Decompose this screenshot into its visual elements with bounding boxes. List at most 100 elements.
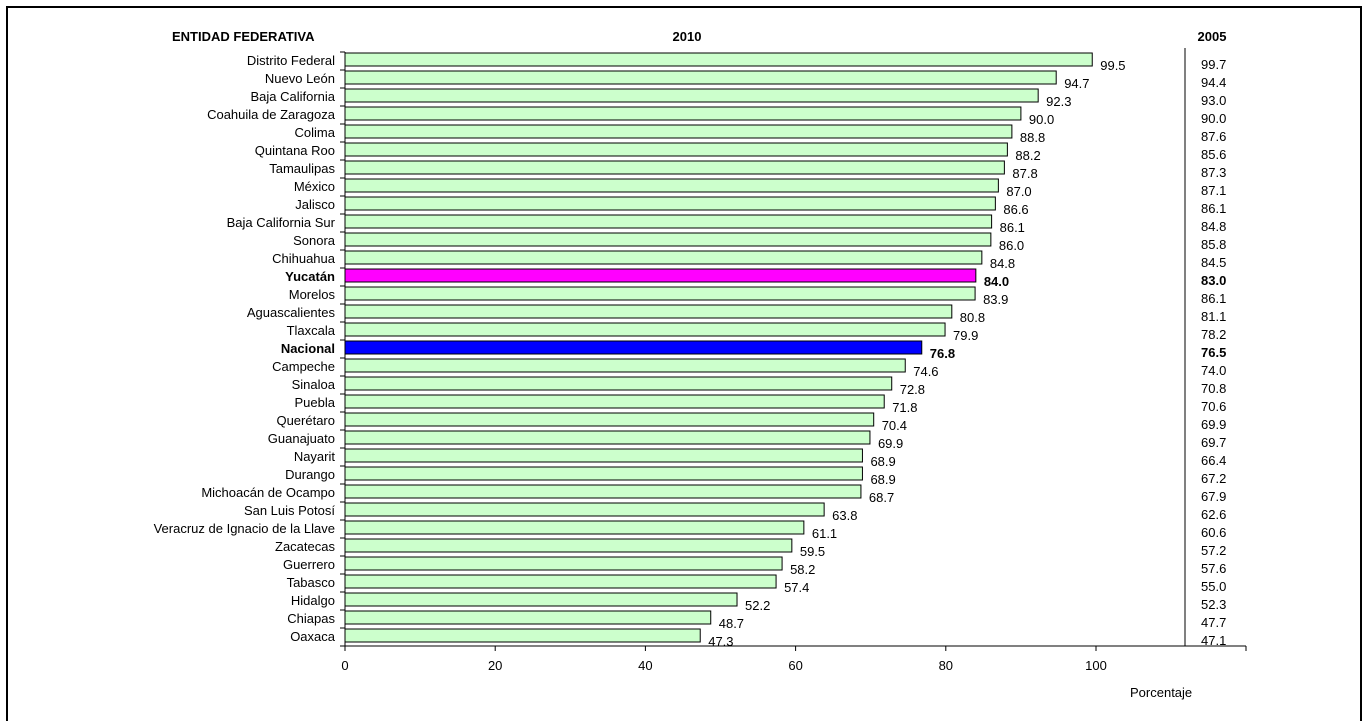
series-2005-header: 2005 — [1198, 29, 1227, 44]
category-label: Puebla — [295, 395, 336, 410]
category-label: Veracruz de Ignacio de la Llave — [154, 521, 335, 536]
data-label-2010: 58.2 — [790, 562, 815, 577]
value-2005: 66.4 — [1201, 453, 1226, 468]
data-label-2010: 52.2 — [745, 598, 770, 613]
category-label: Distrito Federal — [247, 53, 335, 68]
value-2005: 78.2 — [1201, 327, 1226, 342]
x-tick-label: 60 — [788, 658, 802, 673]
bar-2010 — [344, 412, 875, 427]
value-2005: 87.1 — [1201, 183, 1226, 198]
data-label-2010: 86.6 — [1003, 202, 1028, 217]
value-2005: 76.5 — [1201, 345, 1226, 360]
bar-2010 — [344, 502, 825, 517]
x-axis-title: Porcentaje — [1130, 685, 1192, 700]
category-label: Chiapas — [287, 611, 335, 626]
data-label-2010: 68.9 — [870, 454, 895, 469]
x-tick-label: 80 — [939, 658, 953, 673]
bar-2010 — [344, 106, 1022, 121]
value-2005: 90.0 — [1201, 111, 1226, 126]
bar-2010 — [344, 520, 805, 535]
data-label-2010: 74.6 — [913, 364, 938, 379]
category-label: Sonora — [293, 233, 336, 248]
category-label: Tabasco — [287, 575, 335, 590]
value-2005: 87.3 — [1201, 165, 1226, 180]
data-label-2010: 68.7 — [869, 490, 894, 505]
bar-2010 — [344, 430, 871, 445]
value-2005: 86.1 — [1201, 201, 1226, 216]
bar-2010 — [344, 70, 1057, 85]
bar-2010 — [344, 142, 1008, 157]
plot-area: 0 20 40 60 80 100 Distrito Federal 99.5 99.7 Nuev… — [154, 48, 1247, 673]
bar-2010 — [344, 340, 923, 355]
series-2010-header: 2010 — [673, 29, 702, 44]
category-label: Chihuahua — [272, 251, 336, 266]
value-2005: 70.8 — [1201, 381, 1226, 396]
value-2005: 57.6 — [1201, 561, 1226, 576]
value-2005: 69.7 — [1201, 435, 1226, 450]
category-label: Baja California Sur — [227, 215, 336, 230]
data-label-2010: 69.9 — [878, 436, 903, 451]
data-label-2010: 87.8 — [1012, 166, 1037, 181]
category-label: Baja California — [250, 89, 335, 104]
category-label: Nacional — [281, 341, 335, 356]
bar-2010 — [344, 574, 777, 589]
bar-2010 — [344, 304, 953, 319]
category-label: Jalisco — [295, 197, 335, 212]
bar-2010 — [344, 322, 946, 337]
data-label-2010: 48.7 — [719, 616, 744, 631]
x-tick-label: 20 — [488, 658, 502, 673]
value-2005: 86.1 — [1201, 291, 1226, 306]
category-label: Durango — [285, 467, 335, 482]
value-2005: 83.0 — [1201, 273, 1226, 288]
value-2005: 62.6 — [1201, 507, 1226, 522]
value-2005: 67.2 — [1201, 471, 1226, 486]
data-label-2010: 61.1 — [812, 526, 837, 541]
data-label-2010: 70.4 — [882, 418, 907, 433]
bar-2010 — [344, 484, 862, 499]
bar-2010 — [344, 160, 1005, 175]
data-label-2010: 76.8 — [930, 346, 955, 361]
value-2005: 93.0 — [1201, 93, 1226, 108]
bar-2010 — [344, 286, 976, 301]
category-label: San Luis Potosí — [244, 503, 335, 518]
data-label-2010: 90.0 — [1029, 112, 1054, 127]
data-label-2010: 72.8 — [900, 382, 925, 397]
category-label: Colima — [295, 125, 336, 140]
bar-2010 — [344, 556, 783, 571]
bar-2010 — [344, 592, 738, 607]
x-tick-label: 0 — [341, 658, 348, 673]
category-label: Oaxaca — [290, 629, 336, 644]
bar-2010 — [344, 232, 992, 247]
data-label-2010: 79.9 — [953, 328, 978, 343]
entity-column-header: ENTIDAD FEDERATIVA — [172, 29, 315, 44]
bar-2010 — [344, 178, 999, 193]
bar-2010 — [344, 394, 885, 409]
data-label-2010: 88.8 — [1020, 130, 1045, 145]
value-2005: 81.1 — [1201, 309, 1226, 324]
value-2005: 55.0 — [1201, 579, 1226, 594]
bar-2010 — [344, 358, 906, 373]
category-label: México — [294, 179, 335, 194]
value-2005: 70.6 — [1201, 399, 1226, 414]
category-label: Guanajuato — [268, 431, 335, 446]
value-2005: 57.2 — [1201, 543, 1226, 558]
value-2005: 74.0 — [1201, 363, 1226, 378]
bar-2010 — [344, 538, 793, 553]
value-2005: 84.5 — [1201, 255, 1226, 270]
data-label-2010: 94.7 — [1064, 76, 1089, 91]
category-label: Sinaloa — [292, 377, 336, 392]
data-label-2010: 84.0 — [984, 274, 1009, 289]
value-2005: 99.7 — [1201, 57, 1226, 72]
value-2005: 84.8 — [1201, 219, 1226, 234]
bar-2010 — [344, 628, 701, 643]
value-2005: 52.3 — [1201, 597, 1226, 612]
bar-2010 — [344, 466, 863, 481]
category-label: Morelos — [289, 287, 336, 302]
bar-2010 — [344, 268, 977, 283]
value-2005: 67.9 — [1201, 489, 1226, 504]
value-2005: 85.6 — [1201, 147, 1226, 162]
x-tick-label: 100 — [1085, 658, 1107, 673]
bar-2010 — [344, 88, 1039, 103]
bar-2010 — [344, 448, 863, 463]
